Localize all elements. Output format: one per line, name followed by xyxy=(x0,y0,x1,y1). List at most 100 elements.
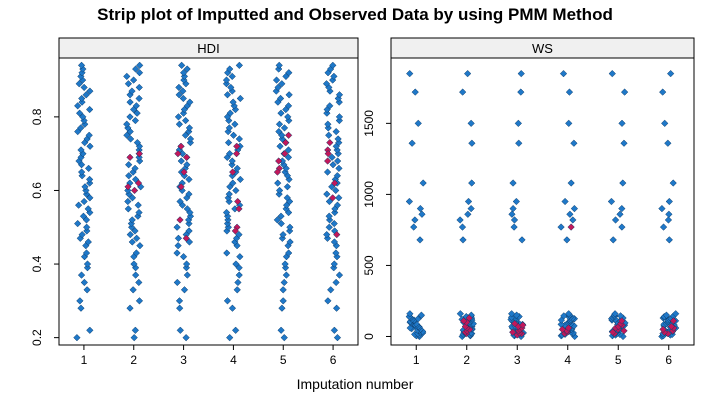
observed-point xyxy=(286,223,294,231)
panel-strip-label-ws: WS xyxy=(532,41,553,56)
y-tick-label: 0.2 xyxy=(30,329,44,346)
observed-point xyxy=(324,120,332,128)
observed-point xyxy=(179,87,187,95)
observed-point xyxy=(179,253,188,261)
observed-point xyxy=(459,236,467,244)
observed-point xyxy=(280,278,288,287)
observed-point xyxy=(325,131,333,139)
observed-point xyxy=(223,297,232,305)
observed-point xyxy=(279,286,287,294)
imputed-point xyxy=(324,150,332,158)
observed-point xyxy=(464,197,473,206)
observed-point xyxy=(123,72,131,81)
observed-point xyxy=(611,310,619,318)
observed-point xyxy=(82,91,90,99)
observed-point xyxy=(180,69,188,77)
observed-point xyxy=(83,286,91,294)
observed-point xyxy=(618,119,626,128)
observed-point xyxy=(277,109,285,117)
observed-point xyxy=(333,333,342,342)
observed-point xyxy=(175,297,184,305)
observed-point xyxy=(77,271,86,279)
observed-point xyxy=(330,326,339,334)
observed-point xyxy=(84,238,93,246)
observed-point xyxy=(666,69,675,78)
observed-point xyxy=(508,210,516,218)
imputed-point xyxy=(274,157,283,165)
observed-point xyxy=(77,304,85,312)
observed-point xyxy=(616,210,624,218)
panel-frame-hdi xyxy=(58,57,359,346)
observed-point xyxy=(182,333,190,342)
observed-point xyxy=(125,161,133,169)
observed-point xyxy=(185,190,193,198)
imputed-point xyxy=(229,168,237,176)
observed-point xyxy=(618,204,626,213)
observed-point xyxy=(518,236,526,244)
observed-point xyxy=(226,109,234,117)
observed-point xyxy=(80,278,89,287)
observed-point xyxy=(280,124,289,132)
observed-point xyxy=(665,210,673,218)
observed-point xyxy=(323,230,331,239)
observed-point xyxy=(235,230,243,239)
imputed-point xyxy=(177,142,185,150)
observed-point xyxy=(84,164,93,173)
imputed-point xyxy=(326,138,334,147)
observed-point xyxy=(124,205,132,213)
observed-point xyxy=(333,253,341,261)
observed-point xyxy=(328,153,336,161)
observed-point xyxy=(183,205,191,213)
imputed-point xyxy=(519,321,527,329)
imputed-point xyxy=(130,186,139,195)
observed-point xyxy=(557,223,565,231)
observed-point xyxy=(74,201,83,209)
observed-point xyxy=(416,204,425,213)
x-tick-label: 4 xyxy=(230,353,237,367)
observed-point xyxy=(325,216,334,224)
observed-point xyxy=(620,88,629,96)
observed-point xyxy=(464,210,472,218)
observed-point xyxy=(416,236,424,244)
observed-point xyxy=(73,333,81,342)
observed-point xyxy=(136,61,144,70)
observed-point xyxy=(231,120,239,128)
observed-point xyxy=(132,65,140,73)
observed-point xyxy=(275,127,283,136)
observed-point xyxy=(229,131,238,139)
observed-point xyxy=(180,286,189,294)
observed-point xyxy=(514,119,522,128)
observed-point xyxy=(86,326,94,334)
imputed-point xyxy=(177,183,185,191)
observed-point xyxy=(659,223,668,231)
observed-point xyxy=(123,120,131,128)
observed-point xyxy=(173,249,181,257)
observed-point xyxy=(181,116,190,125)
observed-point xyxy=(565,310,573,318)
observed-point xyxy=(128,223,136,231)
observed-point xyxy=(335,194,343,202)
observed-point xyxy=(275,190,283,198)
observed-point xyxy=(283,194,291,202)
observed-point xyxy=(334,150,342,158)
observed-point xyxy=(83,223,91,231)
observed-point xyxy=(274,179,282,187)
observed-point xyxy=(130,333,138,342)
observed-point xyxy=(126,135,135,143)
observed-point xyxy=(517,88,525,96)
observed-point xyxy=(131,227,139,235)
observed-point xyxy=(131,116,140,125)
observed-point xyxy=(565,88,574,96)
observed-point xyxy=(177,157,185,165)
observed-point xyxy=(174,242,182,250)
observed-point xyxy=(173,223,181,231)
observed-point xyxy=(82,249,91,257)
observed-point xyxy=(326,102,334,110)
observed-point xyxy=(125,172,133,180)
observed-point xyxy=(179,109,188,117)
x-tick-label: 5 xyxy=(615,353,622,367)
observed-point xyxy=(619,179,627,187)
observed-point xyxy=(80,197,88,206)
observed-point xyxy=(330,238,339,246)
observed-point xyxy=(281,168,289,176)
